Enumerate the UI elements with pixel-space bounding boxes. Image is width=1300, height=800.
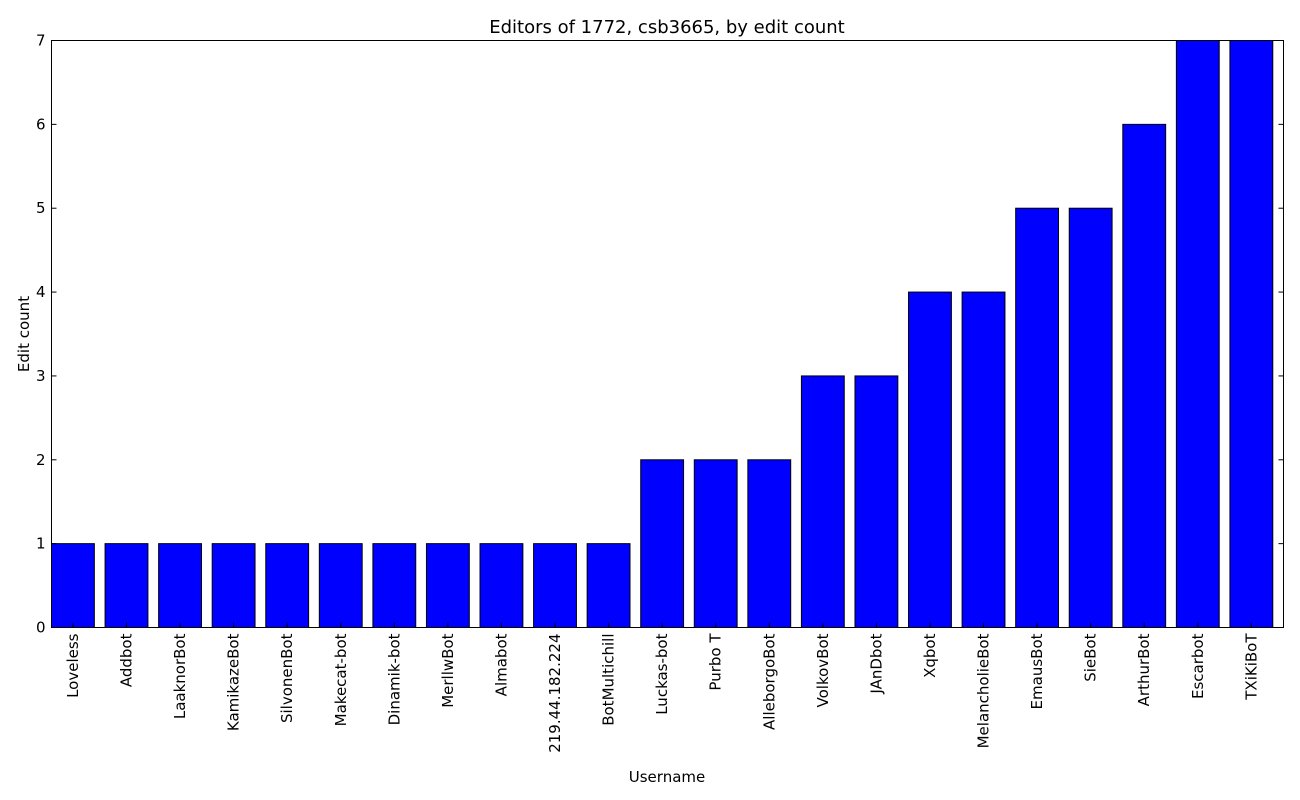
y-axis-label: Edit count [15, 296, 33, 372]
x-axis-label: Username [629, 768, 705, 786]
x-tick-label: BotMultichill [600, 634, 618, 726]
bar-melancholiebot [961, 291, 1006, 628]
y-tick-label: 2 [36, 451, 46, 469]
x-tick-label: SieBot [1082, 633, 1100, 681]
x-tick-label: MerllwBot [439, 633, 457, 707]
x-tick-label: 219.44.182.224 [546, 634, 564, 753]
bar-emausbot [1015, 207, 1060, 628]
x-tick-label: LaaknorBot [171, 633, 189, 719]
bar-dinamik-bot [372, 543, 417, 629]
x-tick-label: SilvonenBot [278, 633, 296, 723]
bar-kamikazebot [211, 543, 256, 629]
bar-makecat-bot [318, 543, 363, 629]
x-tick-label: KamikazeBot [225, 633, 243, 731]
bar-jandbot [854, 375, 899, 628]
x-axis-ticks: Loveless Addbot LaaknorBot KamikazeBot Silvo… [64, 622, 1260, 753]
bar-txikibot [1229, 40, 1274, 628]
x-tick-label: Purbo T [707, 633, 725, 691]
bar-siebot [1068, 207, 1113, 628]
y-tick-label: 0 [36, 619, 46, 637]
y-axis-ticks: 0 1 2 3 4 5 6 7 [36, 32, 1284, 637]
x-tick-label: Xqbot [921, 633, 939, 677]
bar-silvonenbot [265, 543, 310, 629]
x-tick-label: Luckas-bot [653, 633, 671, 714]
bar-purbo-t [693, 459, 738, 628]
bar-escarbot [1175, 40, 1220, 628]
x-tick-label: Makecat-bot [332, 633, 350, 726]
x-tick-label: AlleborgoBot [760, 633, 778, 730]
x-tick-label: Escarbot [1189, 633, 1207, 699]
bar-merllwbot [425, 543, 470, 629]
bar-volkovbot [800, 375, 845, 628]
x-tick-label: Addbot [117, 633, 135, 687]
x-tick-label: ArthurBot [1135, 633, 1153, 706]
y-tick-label: 3 [36, 367, 46, 385]
y-tick-label: 5 [36, 199, 46, 217]
bar-xqbot [908, 291, 952, 628]
bar-almabot [479, 543, 524, 629]
x-tick-label: Dinamik-bot [385, 633, 403, 725]
bar-219-44-182-224 [533, 543, 577, 629]
bar-alleborgobot [747, 459, 792, 628]
y-tick-label: 1 [36, 535, 46, 553]
bar-botmultichill [586, 543, 631, 629]
x-tick-label: MelancholieBot [975, 633, 993, 748]
x-tick-label: TXiKiBoT [1242, 633, 1260, 701]
y-tick-label: 4 [36, 283, 46, 301]
x-tick-label: Almabot [492, 633, 510, 696]
bar-laaknorbot [158, 543, 202, 629]
bar-addbot [104, 543, 149, 629]
bars-group [51, 40, 1274, 629]
chart-title: Editors of 1772, csb3665, by edit count [489, 17, 845, 38]
x-tick-label: Loveless [64, 633, 82, 698]
plot-frame [51, 40, 1284, 628]
y-tick-label: 6 [36, 115, 46, 133]
x-tick-label: JAnDbot [867, 633, 885, 694]
x-tick-label: VolkovBot [814, 633, 832, 707]
x-tick-label: EmausBot [1028, 633, 1046, 709]
bar-loveless [51, 543, 95, 629]
y-tick-label: 7 [36, 32, 46, 50]
bar-arthurbot [1122, 123, 1167, 628]
bar-luckas-bot [640, 459, 685, 628]
